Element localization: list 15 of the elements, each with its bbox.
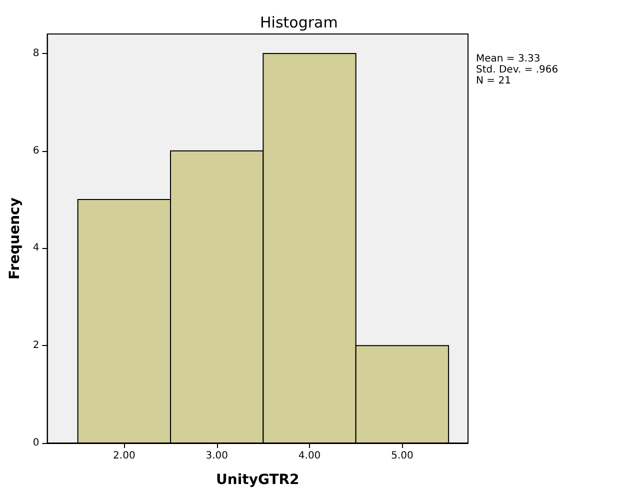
x-tick-label: 3.00 [206,450,228,462]
text: N = 21 [476,76,511,86]
y-tick-label: 2 [32,340,40,352]
y-tick-label: 0 [32,438,40,448]
text: Mean = 3.33 [476,54,540,64]
y-tick-label: 8 [32,48,40,59]
x-tick-label: 5.00 [391,450,414,462]
y-tick-label: 4 [32,242,40,254]
chart-title: Histogram [260,14,338,32]
x-axis-title: UnityGTR2 [216,472,300,488]
text: Std. Dev. = .966 [476,64,558,76]
y-axis-title: Frequency [7,198,23,280]
x-tick-label: 4.00 [298,450,321,462]
x-tick-label: 2.00 [113,450,136,462]
y-tick-label: 6 [32,145,40,156]
